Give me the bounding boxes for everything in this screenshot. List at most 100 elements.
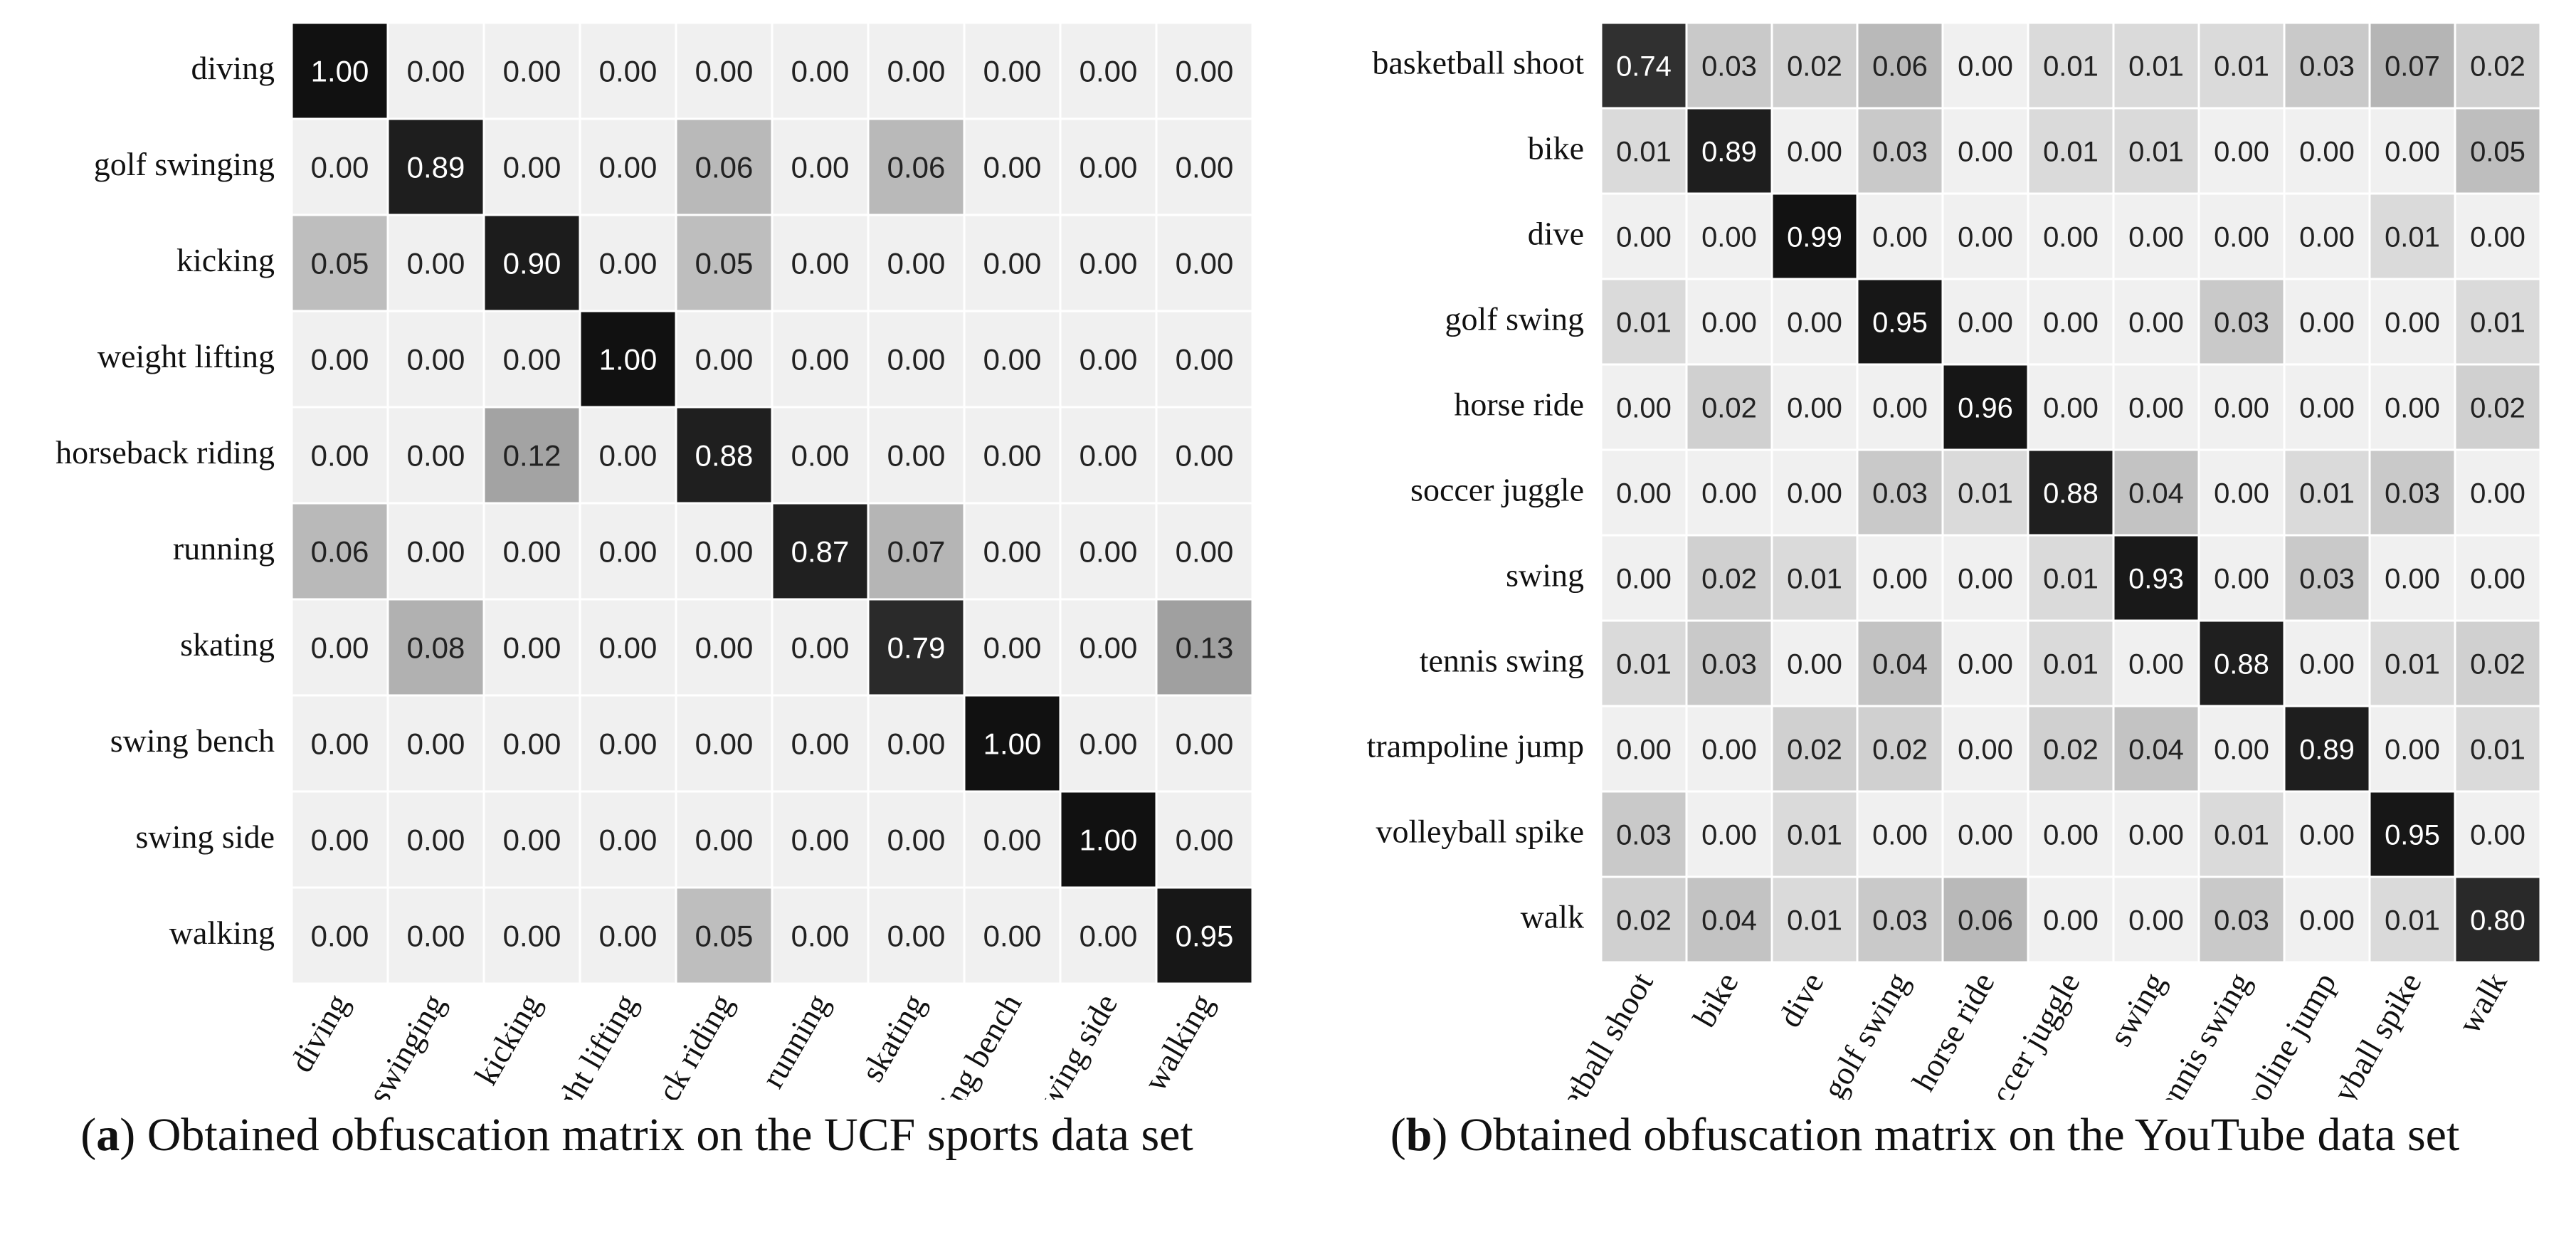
cell-value-label: 0.01 xyxy=(1958,478,2013,509)
heatmap-cell xyxy=(2454,363,2542,451)
cell-value-label: 0.00 xyxy=(1872,819,1928,851)
cell-value-label: 0.00 xyxy=(887,247,946,280)
cell-value-label: 0.00 xyxy=(1787,478,1842,509)
heatmap-cell xyxy=(579,502,677,601)
heatmap-cell xyxy=(2368,705,2456,793)
cell-value-label: 0.00 xyxy=(407,55,465,88)
heatmap-cell xyxy=(1770,107,1859,195)
cell-value-label: 0.01 xyxy=(1616,307,1672,338)
cell-value-label: 0.00 xyxy=(791,55,850,88)
heatmap-cell xyxy=(1770,21,1859,110)
cell-value-label: 0.01 xyxy=(2043,51,2099,82)
row-label: walk xyxy=(1521,899,1584,935)
row-label: bike xyxy=(1528,130,1584,167)
heatmap-cell xyxy=(2197,278,2286,366)
heatmap-cell xyxy=(1685,448,1773,537)
cell-value-label: 0.00 xyxy=(2128,221,2184,253)
cell-value-label: 0.03 xyxy=(2214,905,2269,936)
heatmap-cell xyxy=(482,886,581,985)
cell-value-label: 0.90 xyxy=(503,247,561,280)
heatmap-cell xyxy=(2197,448,2286,537)
cell-value-label: 0.00 xyxy=(599,727,658,761)
cell-value-label: 0.04 xyxy=(2128,478,2184,509)
cell-value-label: 0.00 xyxy=(503,727,561,761)
cell-value-label: 0.00 xyxy=(2214,221,2269,253)
cell-value-label: 0.05 xyxy=(695,920,754,953)
cell-value-label: 1.00 xyxy=(599,343,658,377)
cell-value-label: 0.03 xyxy=(2385,478,2440,509)
heatmap-cell xyxy=(963,790,1062,889)
cell-value-label: 0.00 xyxy=(599,920,658,953)
cell-value-label: 0.00 xyxy=(503,535,561,569)
cell-value-label: 0.03 xyxy=(2214,307,2269,338)
cell-value-label: 0.00 xyxy=(1787,307,1842,338)
heatmap-cell xyxy=(963,886,1062,985)
cell-value-label: 0.02 xyxy=(1701,392,1757,423)
cell-value-label: 0.00 xyxy=(1080,631,1138,665)
column-label: swing xyxy=(2102,967,2173,1053)
heatmap-cell xyxy=(2454,619,2542,707)
heatmap-cell xyxy=(482,502,581,601)
cell-value-label: 0.00 xyxy=(791,151,850,184)
caption-a-text: Obtained obfuscation matrix on the UCF s… xyxy=(147,1109,1193,1161)
heatmap-cell xyxy=(482,790,581,889)
heatmap-cell xyxy=(2112,448,2200,537)
cell-value-label: 0.00 xyxy=(407,343,465,377)
cell-value-label: 0.00 xyxy=(2385,734,2440,765)
cell-value-label: 0.00 xyxy=(887,55,946,88)
row-label: running xyxy=(173,530,275,567)
row-label: dive xyxy=(1528,216,1584,252)
cell-value-label: 0.00 xyxy=(1616,478,1672,509)
heatmap-cell xyxy=(2283,107,2371,195)
cell-value-label: 0.00 xyxy=(983,55,1042,88)
cell-value-label: 0.00 xyxy=(2214,478,2269,509)
cell-value-label: 0.00 xyxy=(2214,392,2269,423)
heatmap-cell xyxy=(2283,619,2371,707)
cell-value-label: 0.99 xyxy=(1787,221,1842,253)
cell-value-label: 0.01 xyxy=(2043,563,2099,594)
cell-value-label: 0.00 xyxy=(2299,648,2355,680)
cell-value-label: 0.00 xyxy=(407,439,465,473)
heatmap-cell xyxy=(771,406,870,505)
cell-value-label: 0.74 xyxy=(1616,51,1672,82)
column-label: basketball shoot xyxy=(1523,966,1660,1100)
cell-value-label: 0.00 xyxy=(599,247,658,280)
heatmap-cell xyxy=(2368,363,2456,451)
cell-value-label: 0.88 xyxy=(2214,648,2269,680)
cell-value-label: 0.00 xyxy=(407,920,465,953)
cell-value-label: 0.01 xyxy=(2214,51,2269,82)
cell-value-label: 0.00 xyxy=(1176,151,1234,184)
cell-value-label: 0.00 xyxy=(2299,819,2355,851)
heatmap-cell xyxy=(1770,192,1859,280)
heatmap-cell xyxy=(675,406,774,505)
heatmap-cell xyxy=(771,117,870,216)
cell-value-label: 0.12 xyxy=(503,439,561,473)
cell-value-label: 0.00 xyxy=(791,439,850,473)
heatmap-cell xyxy=(579,790,677,889)
heatmap-cell xyxy=(2283,21,2371,110)
heatmap-cell xyxy=(1685,107,1773,195)
heatmap-figure: 1.00 0.00 0.00 0.00 0.00 0.00 0.00 0.00 0.00 0.00… xyxy=(56,21,2542,1196)
heatmap-cell xyxy=(1685,278,1773,366)
cell-value-label: 0.02 xyxy=(2470,51,2525,82)
heatmap-cell xyxy=(579,117,677,216)
heatmap-cell xyxy=(2197,534,2286,622)
heatmap-cell xyxy=(2454,875,2542,964)
heatmap-cell xyxy=(2368,192,2456,280)
cell-value-label: 0.00 xyxy=(2043,221,2099,253)
heatmap-cell xyxy=(1770,534,1859,622)
cell-value-label: 0.00 xyxy=(2128,819,2184,851)
heatmap-cell xyxy=(579,694,677,793)
heatmap-cell xyxy=(867,214,966,312)
cell-value-label: 0.00 xyxy=(407,535,465,569)
cell-value-label: 0.00 xyxy=(1080,55,1138,88)
cell-value-label: 0.01 xyxy=(2385,221,2440,253)
heatmap-cell xyxy=(2197,107,2286,195)
cell-value-label: 0.00 xyxy=(2043,392,2099,423)
cell-value-label: 0.00 xyxy=(887,439,946,473)
heatmap-cell xyxy=(1600,363,1688,451)
heatmap-cell xyxy=(963,117,1062,216)
heatmap-cell xyxy=(482,406,581,505)
cell-value-label: 0.00 xyxy=(311,151,369,184)
